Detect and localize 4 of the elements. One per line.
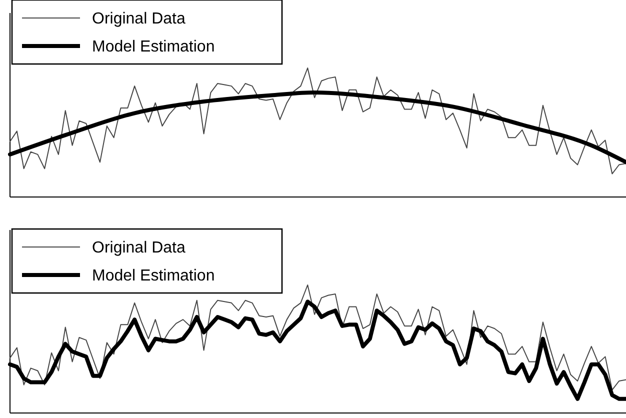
legend-label: Model Estimation (92, 268, 215, 285)
legend-label: Original Data (92, 10, 186, 28)
legend-label: Original Data (92, 240, 186, 257)
legend-label: Model Estimation (92, 38, 215, 56)
